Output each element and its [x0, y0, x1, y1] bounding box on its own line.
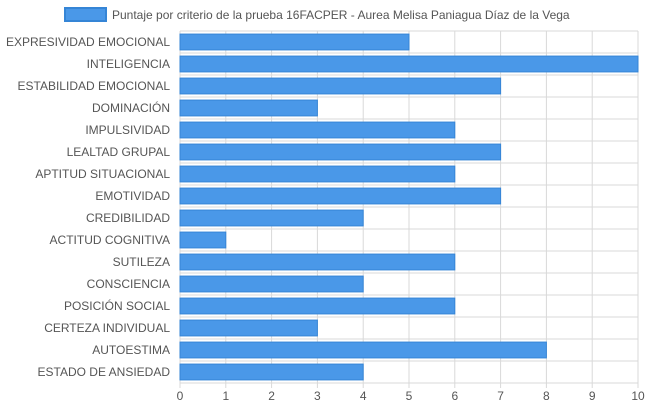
x-tick-label: 4: [360, 389, 367, 403]
y-tick-label: POSICIÓN SOCIAL: [64, 298, 170, 313]
y-tick-label: EMOTIVIDAD: [95, 189, 170, 203]
x-tick-label: 0: [177, 389, 184, 403]
x-tick-label: 6: [451, 389, 458, 403]
bar[interactable]: [179, 275, 364, 293]
legend-label: Puntaje por criterio de la prueba 16FACP…: [112, 8, 570, 22]
gridlines: [179, 30, 639, 388]
y-tick-label: APTITUD SITUACIONAL: [35, 167, 170, 181]
bar[interactable]: [179, 55, 639, 73]
y-tick-label: INTELIGENCIA: [87, 57, 170, 71]
bar[interactable]: [179, 297, 456, 315]
y-tick-label: DOMINACIÓN: [92, 100, 170, 115]
x-tick-label: 10: [631, 389, 645, 403]
bar[interactable]: [179, 121, 456, 139]
x-tick-label: 7: [497, 389, 504, 403]
legend-swatch: [64, 7, 107, 22]
bar[interactable]: [179, 319, 318, 337]
bar[interactable]: [179, 231, 227, 249]
bar[interactable]: [179, 363, 364, 381]
x-tick-label: 5: [406, 389, 413, 403]
bar[interactable]: [179, 165, 456, 183]
x-tick-label: 1: [222, 389, 229, 403]
bar[interactable]: [179, 253, 456, 271]
y-tick-label: ESTABILIDAD EMOCIONAL: [18, 79, 171, 93]
bar[interactable]: [179, 99, 318, 117]
bar[interactable]: [179, 77, 502, 95]
y-tick-label: AUTOESTIMA: [92, 343, 170, 357]
x-axis-labels: 0 1 2 3 4 5 6 7 8 9 10: [177, 389, 645, 403]
y-tick-label: CONSCIENCIA: [87, 277, 170, 291]
bars: [179, 33, 639, 381]
x-tick-label: 2: [268, 389, 275, 403]
y-axis-labels: EXPRESIVIDAD EMOCIONAL INTELIGENCIA ESTABI…: [6, 35, 170, 379]
legend[interactable]: Puntaje por criterio de la prueba 16FACP…: [64, 7, 570, 22]
bar[interactable]: [179, 209, 364, 227]
bar[interactable]: [179, 33, 410, 51]
y-tick-label: CERTEZA INDIVIDUAL: [44, 321, 170, 335]
y-tick-label: CREDIBILIDAD: [86, 211, 170, 225]
y-tick-label: ACTITUD COGNITIVA: [50, 233, 170, 247]
x-tick-label: 8: [543, 389, 550, 403]
y-tick-label: EXPRESIVIDAD EMOCIONAL: [6, 35, 170, 49]
bar[interactable]: [179, 143, 502, 161]
x-tick-label: 9: [589, 389, 596, 403]
bar[interactable]: [179, 341, 547, 359]
y-tick-label: SUTILEZA: [113, 255, 170, 269]
y-tick-label: IMPULSIVIDAD: [85, 123, 170, 137]
x-tick-label: 3: [314, 389, 321, 403]
y-tick-label: ESTADO DE ANSIEDAD: [38, 365, 171, 379]
bar[interactable]: [179, 187, 502, 205]
y-tick-label: LEALTAD GRUPAL: [67, 145, 171, 159]
